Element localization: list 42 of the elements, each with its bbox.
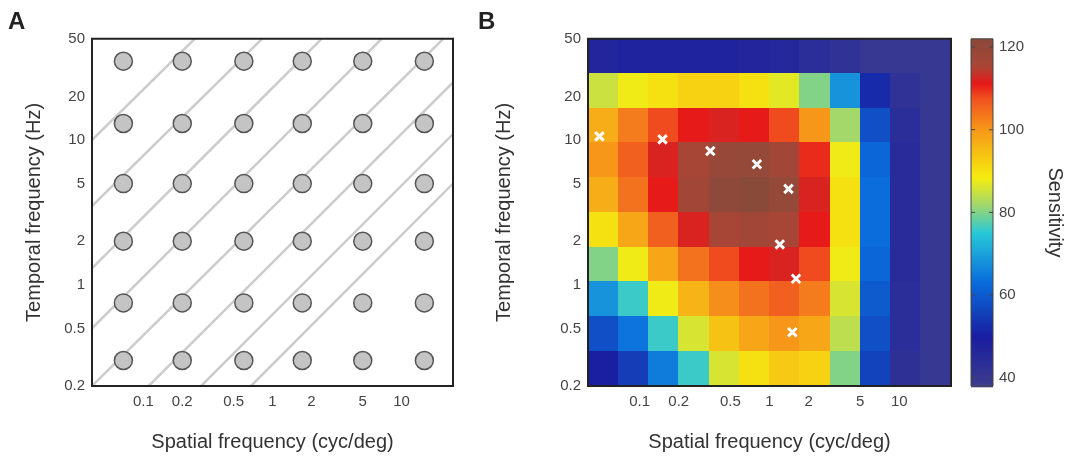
y-tick-label: 0.5 xyxy=(560,318,581,336)
chart-title: A xyxy=(8,7,26,35)
x-axis-title: Spatial frequency (cyc/deg) xyxy=(648,429,891,452)
x-tick-label: 0.2 xyxy=(171,392,193,410)
color-bar-title: Sensitivity xyxy=(1045,167,1068,258)
x-tick-label: 2 xyxy=(307,392,316,410)
x-tick-label: 2 xyxy=(804,392,813,410)
x-tick-label: 5 xyxy=(856,392,865,410)
color-bar-label: 40 xyxy=(999,367,1016,385)
x-tick-label: 1 xyxy=(765,392,774,410)
y-axis-title: Temporal frequency (Hz) xyxy=(491,102,514,322)
x-tick-label: 0.1 xyxy=(629,392,651,410)
x-tick-label: 5 xyxy=(358,392,367,410)
y-tick-label: 5 xyxy=(572,173,581,191)
y-tick-label: 10 xyxy=(68,130,85,148)
y-tick-label: 0.2 xyxy=(560,376,581,394)
y-tick-label: 1 xyxy=(76,274,85,292)
y-tick-label: 50 xyxy=(68,28,85,46)
x-axis-title: Spatial frequency (cyc/deg) xyxy=(151,429,394,452)
x-tick-label: 0.2 xyxy=(668,392,690,410)
x-tick-label: 0.1 xyxy=(132,392,154,410)
color-bar-label: 120 xyxy=(999,37,1025,55)
chart-title: B xyxy=(478,7,496,35)
y-tick-label: 2 xyxy=(572,231,581,249)
x-tick-label: 0.5 xyxy=(719,392,741,410)
y-tick-label: 5 xyxy=(76,173,85,191)
color-bar-label: 60 xyxy=(999,285,1016,303)
y-tick-label: 20 xyxy=(68,86,85,104)
y-tick-label: 2 xyxy=(76,231,85,249)
color-bar-label: 100 xyxy=(999,119,1025,137)
color-bar-label: 80 xyxy=(999,202,1016,220)
y-tick-label: 0.5 xyxy=(64,318,85,336)
x-tick-label: 1 xyxy=(268,392,277,410)
x-tick-label: 10 xyxy=(890,392,908,410)
y-tick-label: 20 xyxy=(564,86,581,104)
x-tick-label: 10 xyxy=(393,392,410,410)
x-tick-label: 0.5 xyxy=(223,392,245,410)
y-tick-label: 0.2 xyxy=(64,376,85,394)
y-tick-label: 10 xyxy=(564,130,581,148)
y-axis-title: Temporal frequency (Hz) xyxy=(21,102,44,322)
y-tick-label: 1 xyxy=(572,274,581,292)
y-tick-label: 50 xyxy=(564,28,581,46)
